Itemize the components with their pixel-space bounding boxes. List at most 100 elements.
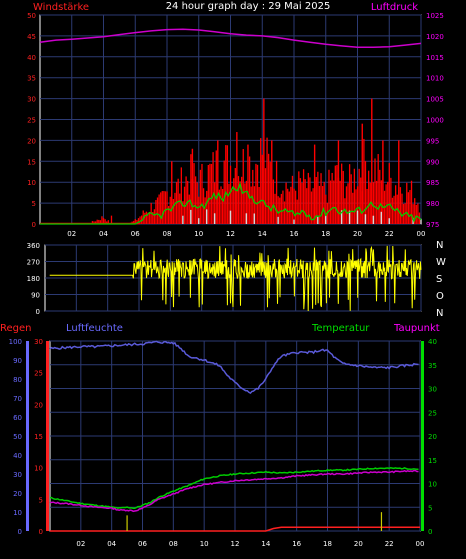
- wind-bar: [306, 188, 308, 224]
- wind-bar: [142, 210, 144, 224]
- wind-bar: [156, 197, 159, 224]
- compass-o: O: [436, 291, 444, 302]
- wind-bar: [302, 169, 305, 224]
- wind-bar: [102, 218, 105, 224]
- wind-bar: [301, 182, 303, 224]
- compass-n-top: N: [436, 240, 443, 251]
- wind-bar: [234, 168, 236, 224]
- wind-calm-bar: [325, 215, 327, 224]
- wind-label: Windstärke: [33, 2, 89, 13]
- humidity-y-tick: 50: [13, 433, 22, 441]
- bottom-x-tick: 02: [76, 540, 85, 548]
- pressure-y-tick: 1005: [426, 96, 444, 104]
- wind-calm-bar: [293, 219, 295, 224]
- wind-bar: [304, 179, 306, 224]
- wind-x-tick: 20: [353, 230, 362, 238]
- temperature-y-tick: 10: [428, 481, 437, 489]
- temperature-y-tick: 15: [428, 457, 437, 465]
- wind-bar: [328, 169, 330, 224]
- wind-bar: [312, 188, 314, 224]
- wind-calm-bar: [356, 210, 359, 224]
- wind-bar: [107, 220, 109, 224]
- wind-x-tick: 16: [290, 230, 299, 238]
- wind-bar: [110, 215, 113, 224]
- wind-x-tick: 22: [385, 230, 394, 238]
- wind-bar: [194, 176, 197, 224]
- wind-bar: [287, 188, 289, 224]
- pressure-y-tick: 985: [426, 179, 439, 187]
- wind-pressure-chart: 0510152025303540455097598098599099510001…: [27, 12, 444, 238]
- wind-average-line: [40, 181, 422, 225]
- pressure-y-tick: 990: [426, 158, 439, 166]
- pressure-label: Luftdruck: [371, 2, 418, 13]
- bottom-x-tick: 14: [261, 540, 270, 548]
- compass-n-bottom: N: [436, 308, 443, 319]
- wind-bar: [221, 188, 224, 224]
- wind-bar: [334, 165, 336, 224]
- wind-bar: [212, 152, 214, 224]
- temperature-y-tick: 25: [428, 409, 437, 417]
- wind-x-tick: 14: [258, 230, 267, 238]
- wind-bar: [258, 186, 260, 224]
- wind-bar: [355, 189, 357, 224]
- wind-bar: [266, 137, 268, 224]
- wind-bar: [161, 191, 163, 224]
- wind-bar: [225, 145, 227, 224]
- wind-bar: [275, 160, 278, 224]
- wind-gust-spike: [236, 132, 238, 224]
- wind-gust-spike: [171, 161, 173, 224]
- wind-calm-bar: [205, 209, 208, 224]
- wind-bar: [283, 201, 286, 224]
- wind-bar: [106, 221, 108, 224]
- wind-bar: [141, 215, 143, 224]
- wind-calm-bar: [420, 218, 422, 224]
- wind-bar: [101, 216, 103, 224]
- wind-bar: [196, 182, 198, 224]
- bottom-x-tick: 16: [292, 540, 301, 548]
- temperature-y-tick: 30: [428, 386, 437, 394]
- wind-bar: [201, 163, 203, 224]
- wind-x-tick: 04: [99, 230, 108, 238]
- wind-bar: [147, 212, 149, 224]
- wind-bar: [98, 219, 100, 224]
- wind-bar: [375, 180, 378, 224]
- wind-bar: [269, 161, 271, 224]
- temperature-label: Temperatur: [311, 323, 370, 334]
- wind-y-tick: 30: [27, 96, 36, 104]
- bottom-x-tick: 06: [138, 540, 147, 548]
- wind-calm-bar: [380, 211, 383, 224]
- wind-bar: [167, 205, 170, 224]
- pressure-y-tick: 1010: [426, 75, 444, 83]
- wind-bar: [298, 171, 300, 224]
- pressure-y-tick: 1025: [426, 12, 444, 20]
- wind-bar: [207, 164, 209, 224]
- wind-bar: [388, 163, 390, 224]
- direction-y-tick: 360: [27, 242, 40, 250]
- wind-bar: [264, 168, 267, 224]
- wind-bar: [172, 198, 175, 224]
- wind-bar: [372, 182, 375, 224]
- wind-bar: [185, 176, 187, 224]
- pressure-line: [39, 28, 422, 48]
- wind-bar: [391, 197, 394, 224]
- wind-y-tick: 40: [27, 54, 36, 62]
- humidity-y-tick: 30: [13, 471, 22, 479]
- wind-gust-spike: [247, 144, 249, 224]
- wind-bar: [158, 194, 160, 224]
- rain-y-tick: 10: [34, 465, 43, 473]
- wind-gust-spike: [371, 98, 373, 224]
- bottom-x-tick: 04: [107, 540, 116, 548]
- bottom-x-tick: 18: [323, 540, 332, 548]
- wind-calm-bar: [229, 210, 232, 224]
- wind-bar: [353, 168, 356, 224]
- bottom-x-tick: 10: [200, 540, 209, 548]
- wind-bar: [255, 163, 257, 224]
- wind-x-tick: 10: [194, 230, 203, 238]
- wind-calm-bar: [190, 209, 192, 224]
- wind-bar: [342, 170, 344, 224]
- direction-y-tick: 0: [36, 308, 40, 316]
- humidity-y-tick: 60: [13, 414, 22, 422]
- wind-bar: [144, 212, 146, 224]
